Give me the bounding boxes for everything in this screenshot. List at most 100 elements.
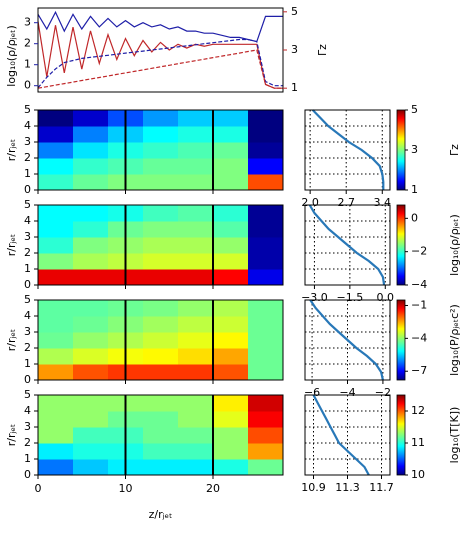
heatmap-cell — [143, 459, 179, 476]
heatmap-cell — [178, 110, 214, 127]
heatmap-cell — [178, 174, 214, 191]
heatmap-cell — [213, 221, 249, 238]
y-tick-label: 5 — [24, 198, 31, 211]
heatmap-cell — [248, 126, 284, 143]
y-tick-label: 2 — [24, 246, 31, 259]
y-tick-label: 2 — [24, 436, 31, 449]
heatmap-cell — [143, 395, 179, 412]
heatmap-cell — [248, 158, 284, 175]
x-tick-label: 2.7 — [337, 196, 355, 209]
heatmap-cell — [213, 237, 249, 254]
heatmap-cell — [73, 300, 109, 317]
heatmap-cell — [38, 459, 74, 476]
heatmap-cell — [73, 142, 109, 159]
heatmap-cell — [178, 316, 214, 333]
y-tick-label: 1 — [24, 58, 31, 71]
heatmap-cell — [143, 411, 179, 428]
heatmap-cell — [178, 221, 214, 238]
x-tick-label: −2 — [375, 386, 391, 399]
heatmap-cell — [38, 411, 74, 428]
x-tick-label: 10 — [119, 482, 133, 495]
heatmap-cell — [38, 348, 74, 365]
y2-axis-label: Γz — [316, 44, 329, 56]
heatmap-cell — [213, 395, 249, 412]
y-tick-label: 3 — [24, 230, 31, 243]
heatmap-cell — [143, 205, 179, 222]
heatmap-cell — [213, 126, 249, 143]
colorbar-tick-label: −4 — [411, 278, 427, 291]
colorbar-tick-label: 5 — [411, 103, 418, 116]
heatmap-cell — [38, 364, 74, 381]
plot-frame — [37, 109, 284, 191]
heatmap-cell — [178, 395, 214, 412]
heatmap-cell — [143, 316, 179, 333]
heatmap-cell — [73, 443, 109, 460]
heatmap-cell — [38, 205, 74, 222]
heatmap-cell — [213, 443, 249, 460]
colorbar-label: log₁₀(ρ/ρⱼₑₜ) — [448, 214, 461, 276]
heatmap-cell — [38, 174, 74, 191]
heatmap-cell — [38, 158, 74, 175]
heatmap-cell — [73, 221, 109, 238]
heatmap-cell — [73, 174, 109, 191]
heatmap-cell — [178, 269, 214, 286]
heatmap-cell — [73, 411, 109, 428]
heatmap-cell — [38, 221, 74, 238]
heatmap-cell — [73, 364, 109, 381]
heatmap-cell — [178, 158, 214, 175]
heatmap-cell — [38, 427, 74, 444]
heatmap-cell — [178, 443, 214, 460]
heatmap-cell — [143, 427, 179, 444]
colorbar — [396, 394, 406, 476]
plot-frame — [304, 394, 391, 476]
y-tick-label: 0 — [24, 278, 31, 291]
heatmap-cell — [143, 348, 179, 365]
heatmap-cell — [73, 205, 109, 222]
heatmap-cell — [213, 253, 249, 270]
heatmap-cell — [248, 253, 284, 270]
plot-frame — [304, 109, 391, 191]
y-tick-label: 0 — [24, 79, 31, 92]
profile-line — [311, 109, 385, 190]
heatmap-cell — [143, 237, 179, 254]
colorbar-label: Γz — [448, 144, 461, 156]
heatmap-cell — [213, 110, 249, 127]
y2-tick-label: 1 — [291, 81, 298, 94]
heatmap-cell — [178, 126, 214, 143]
heatmap-cell — [248, 316, 284, 333]
heatmap-cell — [248, 110, 284, 127]
line-series — [37, 10, 283, 43]
colorbar-tick-label: −2 — [411, 245, 427, 258]
heatmap-cell — [248, 443, 284, 460]
x-axis-label: z/rⱼₑₜ — [149, 508, 173, 521]
colorbar-tick-label: 1 — [411, 183, 418, 196]
heatmap-cell — [248, 237, 284, 254]
heatmap-cell — [73, 427, 109, 444]
heatmap-cell — [178, 364, 214, 381]
y-axis-label: r/rⱼₑₜ — [5, 329, 18, 352]
heatmap-cell — [178, 300, 214, 317]
y-tick-label: 3 — [24, 420, 31, 433]
heatmap-cell — [73, 332, 109, 349]
heatmap-cell — [213, 269, 249, 286]
heatmap-cell — [143, 300, 179, 317]
heatmap-cell — [143, 443, 179, 460]
heatmap-cell — [73, 158, 109, 175]
heatmap-cell — [248, 364, 284, 381]
x-tick-label: −1.5 — [337, 291, 364, 304]
heatmap-cell — [213, 316, 249, 333]
y-tick-label: 0 — [24, 183, 31, 196]
y-tick-label: 1 — [24, 452, 31, 465]
heatmap-cell — [213, 427, 249, 444]
colorbar-tick-label: −1 — [411, 298, 427, 311]
heatmap-cell — [38, 253, 74, 270]
heatmap-cell — [73, 269, 109, 286]
heatmap-cell — [213, 411, 249, 428]
heatmap-cell — [213, 142, 249, 159]
heatmap-cell — [38, 300, 74, 317]
y2-tick-label: 3 — [291, 43, 298, 56]
y-tick-label: 1 — [24, 357, 31, 370]
heatmap-cell — [73, 126, 109, 143]
heatmap-cell — [143, 269, 179, 286]
y-tick-label: 2 — [24, 37, 31, 50]
